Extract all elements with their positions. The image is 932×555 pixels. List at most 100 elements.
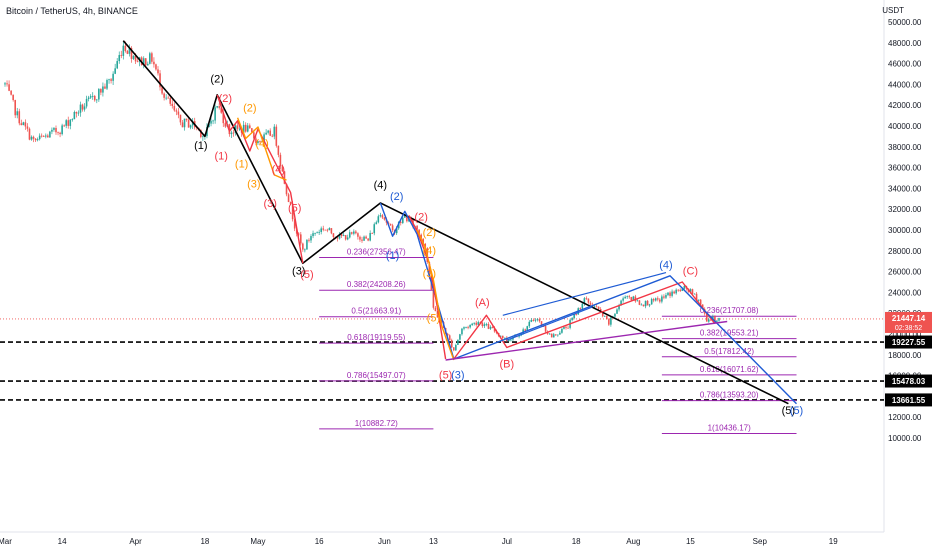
wave-label: (A) [475,297,490,309]
time-tick-label: Mar [0,537,12,546]
candle-body [434,307,437,312]
time-tick-label: May [250,537,265,546]
candle-body [471,323,473,325]
candle-body [705,313,708,322]
wave-label: (1) [194,140,207,152]
time-tick-label: 16 [315,537,324,546]
candle-body [587,298,590,303]
candle-body [669,292,671,296]
candle-body [173,105,176,111]
support-level-value: 15478.03 [892,377,926,386]
price-axis[interactable]: 10000.0012000.0014000.0016000.0018000.00… [885,18,932,443]
candle-body [81,104,84,110]
candle-body [167,97,169,99]
wave-label: (3) [247,178,260,190]
price-tick-label: 42000.00 [888,101,922,110]
candle-body [550,333,553,338]
candle-body [147,63,149,66]
time-tick-label: 19 [829,537,838,546]
candle-body [477,322,480,325]
fib-level-label: 0.382(19553.21) [700,329,759,338]
candle-body [465,326,467,328]
candle-body [61,125,63,135]
candle-body [563,326,565,329]
fib-level-label: 0.236(21707.08) [700,306,759,315]
candle-body [453,347,455,351]
price-tick-label: 24000.00 [888,288,922,297]
candle-body [406,215,408,222]
candle-body [501,335,504,339]
time-axis[interactable]: Mar 14 Apr 18 May 16 Jun 13 Jul 18 Aug 15 Sep 19 [0,537,838,546]
candle-body [632,296,635,300]
candle-body [691,289,694,294]
candle-body [53,127,55,130]
candle-body [120,55,123,56]
wave-label: (5) [439,370,452,382]
candle-body [236,125,239,129]
candle-body [469,324,471,328]
candle-body [622,298,624,301]
candle-body [87,97,90,99]
price-tick-label: 26000.00 [888,268,922,277]
fib-level-label: 0.5(21663.91) [351,307,401,316]
support-level-badge [885,374,932,388]
candle-body [314,232,316,234]
time-tick-label: 18 [200,537,209,546]
candle-body [353,231,355,234]
candle-body [275,126,278,146]
candle-body [218,106,220,108]
candle-body [654,298,657,301]
candle-body [644,300,647,307]
support-level-value: 13661.55 [892,396,926,405]
candle-body [36,139,39,141]
candle-body [26,126,29,129]
candle-body [57,132,59,134]
candle-body [102,86,104,93]
wave-label: (5) [300,269,313,281]
candle-body [499,335,502,337]
candle-body [8,84,10,91]
wave-label: (5) [790,405,803,417]
candle-body [238,128,241,130]
time-tick-label: Sep [753,537,768,546]
current-price-value: 21447.14 [892,314,926,323]
wave-label: (4) [374,179,387,191]
wave-labels: (2)(1)(3)(4)(5)(2)(1)(4)(5)(3)(2)(4)(1)(… [194,73,803,417]
candle-body [132,55,135,59]
candle-body [357,233,359,237]
candle-body [318,231,320,233]
candle-body [304,249,306,251]
candle-body [177,111,180,115]
candle-body [32,136,35,139]
candle-body [110,79,112,81]
candle-body [487,324,490,329]
candle-body [677,289,679,291]
candle-body [593,306,596,308]
candle-body [230,132,233,135]
candle-body [116,61,118,69]
candle-body [648,304,651,306]
candle-body [269,130,271,136]
candle-body [12,94,14,101]
candle-body [693,293,696,295]
candle-body [98,89,100,100]
candle-body [273,126,276,137]
candle-body [675,289,677,294]
candle-body [404,215,406,218]
candle-body [100,89,102,93]
wave-label: (3) [423,268,436,280]
candle-body [47,135,49,138]
candle-body [628,296,631,298]
candle-body [171,103,174,106]
wave-label: (B) [500,358,515,370]
fib-level-label: 1(10882.72) [355,419,398,428]
candle-body [571,317,573,321]
candle-body [461,328,463,335]
time-tick-label: 13 [429,537,438,546]
candle-body [271,135,274,137]
candle-body [220,107,223,113]
candle-body [567,327,569,329]
candle-body [126,51,129,54]
